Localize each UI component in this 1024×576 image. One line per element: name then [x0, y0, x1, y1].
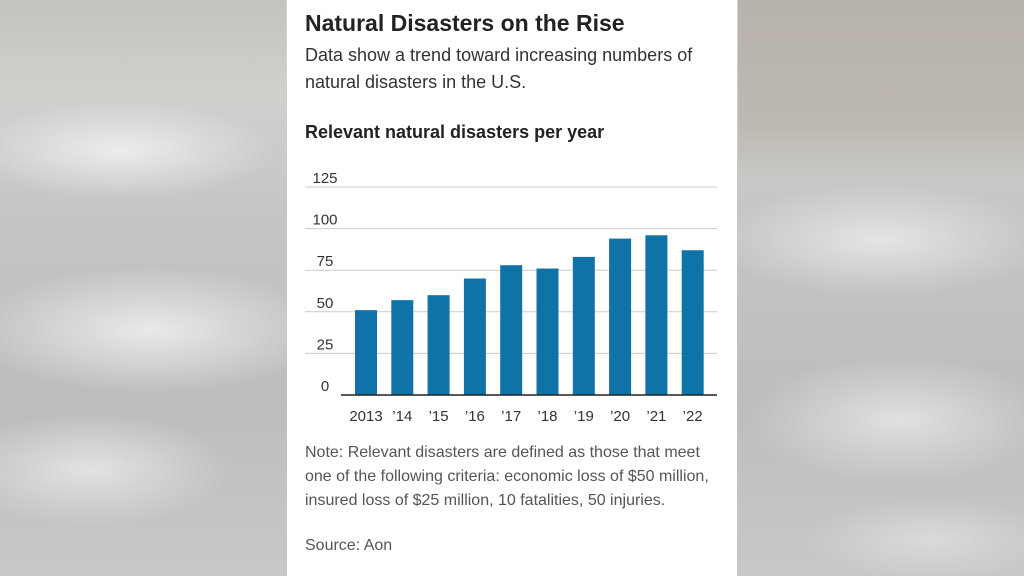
bar — [391, 300, 414, 395]
background-shoreline-left — [0, 0, 286, 110]
x-tick-label: ’15 — [429, 408, 449, 425]
x-tick-label: ’19 — [574, 408, 594, 425]
chart-title: Relevant natural disasters per year — [305, 122, 605, 142]
x-tick-label: 2013 — [349, 408, 382, 425]
bar — [427, 295, 450, 395]
x-axis-ticks: 2013 ’14 ’15 ’16 ’17 ’18 ’19 ’20 ’21 ’22 — [349, 408, 702, 425]
y-tick-label: 50 — [317, 295, 334, 312]
y-tick-label: 125 — [312, 170, 337, 187]
bar — [355, 310, 377, 395]
y-tick-label: 75 — [317, 253, 334, 270]
bar — [536, 268, 559, 395]
chart-source: Source: Aon — [305, 537, 393, 554]
bar — [500, 265, 523, 395]
y-tick-label: 0 — [321, 378, 329, 395]
x-tick-label: ’18 — [537, 408, 557, 425]
x-tick-label: ’16 — [465, 408, 485, 425]
x-tick-label: ’14 — [392, 408, 412, 425]
x-tick-label: ’21 — [646, 408, 666, 425]
bars — [355, 235, 704, 395]
bar — [609, 238, 632, 395]
x-tick-label: ’20 — [610, 408, 630, 425]
page-title: Natural Disasters on the Rise — [305, 10, 625, 36]
chart-note: Note: Relevant disasters are defined as … — [305, 444, 709, 509]
y-axis-ticks: 0 25 50 75 100 125 — [312, 170, 337, 395]
y-tick-label: 100 — [312, 212, 337, 229]
chart-panel: Natural Disasters on the Rise Data show … — [287, 0, 737, 576]
bar — [645, 235, 668, 395]
bar — [463, 278, 486, 395]
page-subtitle: Data show a trend toward increasing numb… — [305, 45, 693, 92]
bar — [572, 256, 595, 395]
bar-chart: 0 25 50 75 100 125 2013 ’14 ’15 ’16 ’17 ’18 ’19 ’20 ’… — [305, 170, 717, 425]
y-tick-label: 25 — [317, 336, 334, 353]
x-tick-label: ’22 — [683, 408, 703, 425]
bar — [681, 250, 704, 395]
x-tick-label: ’17 — [501, 408, 521, 425]
background-trees-right — [738, 0, 1024, 180]
